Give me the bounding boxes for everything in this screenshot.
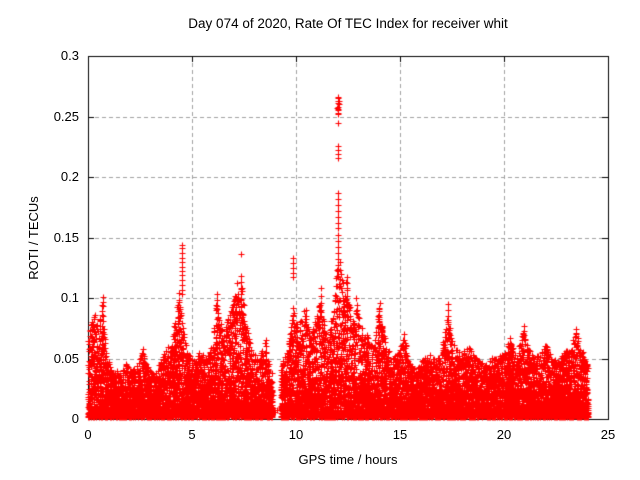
- y-tick-label: 0.2: [60, 169, 79, 184]
- x-tick-label: 0: [84, 427, 92, 442]
- y-tick-label: 0.3: [60, 48, 79, 63]
- y-tick-label: 0.15: [53, 229, 79, 245]
- x-tick-label: 15: [392, 427, 408, 442]
- x-tick-label: 5: [188, 427, 196, 442]
- y-tick-label: 0.25: [53, 108, 79, 124]
- y-tick-label: 0: [71, 411, 79, 426]
- chart-title: Day 074 of 2020, Rate Of TEC Index for r…: [188, 16, 508, 31]
- x-tick-label: 10: [288, 427, 304, 442]
- x-tick-label: 20: [496, 427, 512, 442]
- x-axis-label: GPS time / hours: [298, 452, 398, 467]
- y-tick-label: 0.1: [60, 290, 79, 305]
- y-tick-label: 0.05: [53, 350, 79, 366]
- x-tick-label: 25: [600, 427, 616, 442]
